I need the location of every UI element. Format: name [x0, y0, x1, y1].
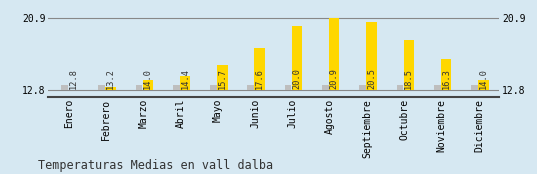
- Bar: [180, 76, 190, 90]
- Bar: [441, 59, 451, 90]
- Bar: [359, 85, 366, 90]
- Bar: [366, 22, 377, 90]
- Bar: [292, 26, 302, 90]
- Bar: [478, 80, 489, 90]
- Bar: [404, 40, 414, 90]
- Text: Temperaturas Medias en vall dalba: Temperaturas Medias en vall dalba: [38, 159, 273, 172]
- Text: 20.0: 20.0: [293, 68, 301, 89]
- Text: 15.7: 15.7: [218, 68, 227, 89]
- Bar: [329, 18, 339, 90]
- Text: 16.3: 16.3: [441, 68, 451, 89]
- Bar: [61, 85, 68, 90]
- Bar: [248, 85, 254, 90]
- Text: 17.6: 17.6: [255, 68, 264, 89]
- Bar: [255, 48, 265, 90]
- Bar: [173, 85, 179, 90]
- Bar: [471, 85, 478, 90]
- Bar: [143, 80, 153, 90]
- Text: 12.8: 12.8: [69, 68, 78, 89]
- Bar: [434, 85, 440, 90]
- Bar: [135, 85, 142, 90]
- Bar: [322, 85, 329, 90]
- Text: 14.4: 14.4: [180, 68, 190, 89]
- Bar: [396, 85, 403, 90]
- Text: 18.5: 18.5: [404, 68, 413, 89]
- Text: 20.5: 20.5: [367, 68, 376, 89]
- Bar: [217, 65, 228, 90]
- Text: 14.0: 14.0: [479, 68, 488, 89]
- Bar: [285, 85, 292, 90]
- Bar: [210, 85, 217, 90]
- Text: 14.0: 14.0: [143, 68, 153, 89]
- Text: 13.2: 13.2: [106, 68, 115, 89]
- Text: 20.9: 20.9: [330, 68, 339, 89]
- Bar: [98, 85, 105, 90]
- Bar: [105, 87, 116, 90]
